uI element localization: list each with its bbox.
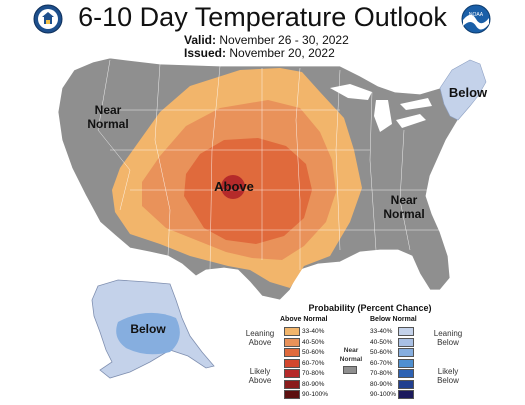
label-near-normal-east: Near Normal	[383, 193, 425, 221]
label-below-northeast: Below	[448, 85, 488, 100]
label-above: Above	[214, 179, 254, 194]
great-lakes	[330, 84, 432, 132]
noaa-logo-icon: NOAA	[461, 4, 491, 34]
above-swatch-4	[284, 358, 300, 368]
issued-date: November 20, 2022	[229, 46, 335, 60]
above-swatch-7	[284, 390, 300, 399]
label-below-alaska: Below	[130, 322, 166, 336]
above-bin-label-4: 60-70%	[302, 359, 325, 367]
legend-leaning-below: Leaning Below	[433, 329, 463, 347]
below-bin-label-4: 60-70%	[370, 359, 393, 367]
above-bin-label-1: 33-40%	[302, 328, 325, 335]
above-bin-label-6: 80-90%	[302, 380, 325, 388]
above-swatch-1	[284, 327, 300, 336]
above-bin-label-7: 90-100%	[302, 391, 329, 398]
above-swatch-2	[284, 337, 300, 347]
legend-leaning-above: Leaning Above	[245, 329, 275, 347]
legend-above-header: Above Normal	[280, 316, 328, 323]
below-bin-label-3: 50-60%	[370, 349, 393, 356]
issued-row: Issued: November 20, 2022	[184, 46, 335, 60]
issued-label: Issued:	[184, 46, 227, 60]
valid-row: Valid: November 26 - 30, 2022	[184, 33, 349, 47]
above-bin-label-2: 40-50%	[302, 338, 325, 346]
below-bin-label-2: 40-50%	[370, 338, 393, 346]
valid-label: Valid:	[184, 33, 217, 47]
label-near-normal-west: Near Normal	[87, 103, 129, 131]
below-bin-label-1: 33-40%	[370, 328, 393, 335]
above-swatch-5	[284, 369, 300, 378]
legend-near-normal-swatch	[343, 366, 357, 374]
below-swatch-5	[398, 369, 414, 378]
legend-title: Probability (Percent Chance)	[308, 303, 432, 313]
doc-seal-icon	[33, 4, 63, 34]
below-swatch-1	[398, 327, 414, 336]
below-swatch-2	[398, 337, 414, 347]
legend-below-header: Below Normal	[370, 316, 417, 323]
above-50-60	[184, 138, 312, 244]
state-lines	[97, 59, 440, 271]
legend-likely-above: Likely Above	[248, 367, 272, 385]
below-bin-label-5: 70-80%	[370, 370, 393, 377]
below-bin-label-7: 90-100%	[370, 391, 397, 398]
legend-likely-below: Likely Below	[437, 367, 459, 385]
svg-text:NOAA: NOAA	[469, 12, 484, 18]
above-60-70	[221, 175, 245, 199]
above-swatch-6	[284, 379, 300, 389]
below-swatch-4	[398, 358, 414, 368]
above-bin-label-5: 70-80%	[302, 370, 325, 377]
below-swatch-7	[398, 390, 414, 399]
above-bin-label-3: 50-60%	[302, 349, 325, 356]
above-swatch-3	[284, 348, 300, 357]
below-region-northeast	[439, 59, 487, 121]
map-title: 6-10 Day Temperature Outlook	[78, 2, 447, 32]
valid-dates: November 26 - 30, 2022	[219, 33, 349, 47]
alaska-likely-below	[116, 312, 180, 355]
legend-near-normal-label: Near Normal	[339, 347, 363, 363]
below-bin-label-6: 80-90%	[370, 380, 393, 388]
below-swatch-3	[398, 348, 414, 357]
below-swatch-6	[398, 379, 414, 389]
